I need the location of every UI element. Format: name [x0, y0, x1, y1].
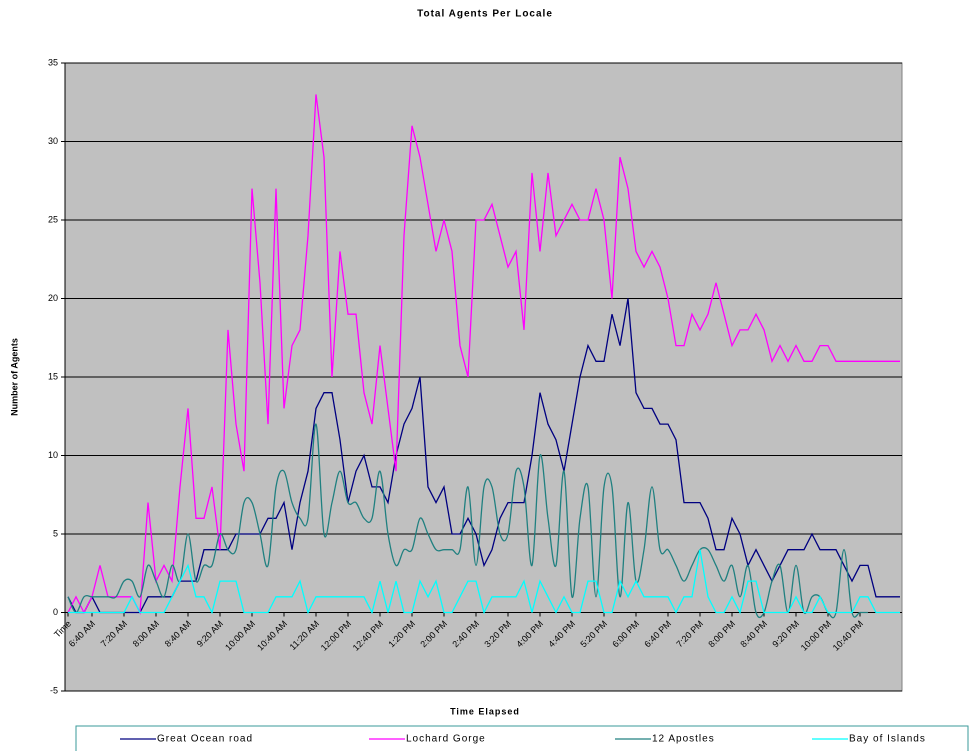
- y-tick-label: -5: [50, 685, 58, 695]
- y-tick-label: 30: [48, 136, 58, 146]
- legend-label: 12 Apostles: [652, 734, 715, 745]
- series-line: [67, 423, 868, 619]
- legend-label: Lochard Gorge: [406, 734, 486, 745]
- chart-title: Total Agents Per Locale: [417, 9, 553, 20]
- y-tick-label: 35: [48, 57, 58, 67]
- legend-label: Great Ocean road: [157, 734, 253, 745]
- y-tick-label: 25: [48, 214, 58, 224]
- series-line: [67, 94, 900, 615]
- y-tick-label: 5: [53, 528, 58, 538]
- y-tick-label: 10: [48, 450, 58, 460]
- legend-label: Bay of Islands: [849, 734, 926, 745]
- series-line: [67, 298, 900, 614]
- y-tick-label: 0: [53, 607, 58, 617]
- series-line: [68, 549, 900, 615]
- x-axis-title: Time Elapsed: [450, 706, 520, 716]
- y-tick-label: 20: [48, 293, 58, 303]
- y-tick-label: 15: [48, 371, 58, 381]
- y-axis-title: Number of Agents: [9, 338, 19, 416]
